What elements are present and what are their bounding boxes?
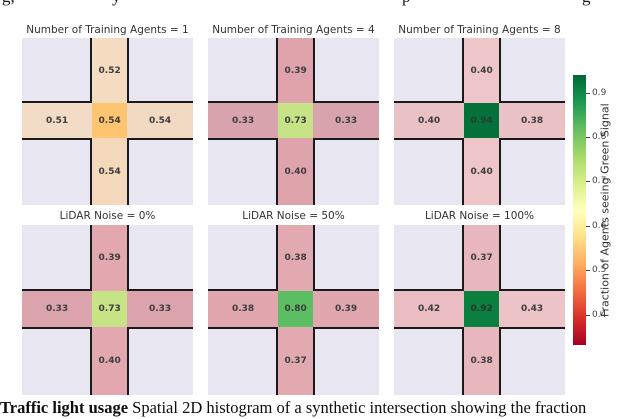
heatmap-cell-top: 0.52 bbox=[92, 38, 128, 104]
heatmap-cell-top: 0.38 bbox=[278, 225, 314, 292]
heatmap-cell-top: 0.39 bbox=[92, 225, 128, 292]
corner-cell bbox=[22, 38, 93, 104]
heatmap-cell-bottom: 0.40 bbox=[464, 138, 500, 205]
subplot-title: LiDAR Noise = 100% bbox=[424, 210, 535, 222]
heatmap-cell-center: 0.92 bbox=[464, 291, 500, 327]
heatmap-cell-left: 0.42 bbox=[394, 291, 465, 327]
cropped-text-line: g, y p g bbox=[0, 0, 640, 9]
corner-cell bbox=[394, 326, 465, 395]
subplot-lidar-noise-50: LiDAR Noise = 50% 0.38 0.38 0.80 0.39 0.… bbox=[208, 209, 379, 395]
corner-cell bbox=[208, 138, 279, 205]
intersection-heatmap: 0.38 0.38 0.80 0.39 0.37 bbox=[208, 225, 379, 395]
heatmap-cell-left: 0.38 bbox=[208, 291, 279, 327]
corner-cell bbox=[499, 326, 565, 395]
caption-text: Spatial 2D histogram of a synthetic inte… bbox=[128, 398, 587, 417]
heatmap-cell-left: 0.33 bbox=[22, 291, 93, 327]
heatmap-cell-center: 0.73 bbox=[92, 291, 128, 327]
subplot-training-agents-1: Number of Training Agents = 1 0.52 0.51 … bbox=[22, 23, 193, 205]
corner-cell bbox=[394, 225, 465, 292]
cropped-glyph: y bbox=[112, 0, 121, 7]
colorbar-tick: 0.5 bbox=[586, 265, 606, 275]
corner-cell bbox=[499, 225, 565, 292]
colorbar-ticks: 0.9 0.8 0.7 0.6 0.5 0.4 bbox=[586, 75, 616, 345]
corner-cell bbox=[22, 138, 93, 205]
colorbar-tick: 0.4 bbox=[586, 310, 606, 320]
heatmap-cell-bottom: 0.37 bbox=[278, 326, 314, 395]
subplot-title: Number of Training Agents = 1 bbox=[26, 24, 189, 36]
corner-cell bbox=[499, 38, 565, 104]
figure-caption: Traffic light usage Spatial 2D histogram… bbox=[0, 398, 640, 419]
corner-cell bbox=[394, 38, 465, 104]
heatmap-cell-center: 0.94 bbox=[464, 103, 500, 139]
intersection-heatmap: 0.39 0.33 0.73 0.33 0.40 bbox=[22, 225, 193, 395]
heatmap-cell-right: 0.39 bbox=[313, 291, 379, 327]
corner-cell bbox=[127, 138, 193, 205]
corner-cell bbox=[394, 138, 465, 205]
heatmap-cell-center: 0.80 bbox=[278, 291, 314, 327]
subplot-title: Number of Training Agents = 8 bbox=[398, 24, 561, 36]
corner-cell bbox=[208, 225, 279, 292]
corner-cell bbox=[127, 225, 193, 292]
corner-cell bbox=[313, 326, 379, 395]
corner-cell bbox=[313, 138, 379, 205]
heatmap-cell-right: 0.33 bbox=[313, 103, 379, 139]
heatmap-cell-center: 0.54 bbox=[92, 103, 128, 139]
corner-cell bbox=[208, 38, 279, 104]
cropped-glyph: p bbox=[402, 0, 411, 7]
heatmap-cell-left: 0.33 bbox=[208, 103, 279, 139]
colorbar-gradient bbox=[573, 75, 586, 345]
heatmap-cell-bottom: 0.40 bbox=[278, 138, 314, 205]
colorbar-label: Fraction of Agents seeing Green Signal bbox=[598, 103, 612, 317]
intersection-heatmap: 0.40 0.40 0.94 0.38 0.40 bbox=[394, 38, 565, 205]
corner-cell bbox=[499, 138, 565, 205]
corner-cell bbox=[22, 326, 93, 395]
subplot-lidar-noise-0: LiDAR Noise = 0% 0.39 0.33 0.73 0.33 0.4… bbox=[22, 209, 193, 395]
intersection-heatmap: 0.39 0.33 0.73 0.33 0.40 bbox=[208, 38, 379, 205]
heatmap-cell-top: 0.37 bbox=[464, 225, 500, 292]
heatmap-cell-left: 0.51 bbox=[22, 103, 93, 139]
intersection-heatmap: 0.37 0.42 0.92 0.43 0.38 bbox=[394, 225, 565, 395]
subplot-training-agents-8: Number of Training Agents = 8 0.40 0.40 … bbox=[394, 23, 565, 205]
cropped-glyph: g, bbox=[2, 0, 15, 7]
colorbar-tick: 0.8 bbox=[586, 132, 606, 142]
corner-cell bbox=[208, 326, 279, 395]
cropped-glyph: g bbox=[582, 0, 591, 7]
heatmap-cell-center: 0.73 bbox=[278, 103, 314, 139]
heatmap-cell-bottom: 0.38 bbox=[464, 326, 500, 395]
corner-cell bbox=[127, 326, 193, 395]
heatmap-cell-bottom: 0.54 bbox=[92, 138, 128, 205]
corner-cell bbox=[127, 38, 193, 104]
heatmap-cell-top: 0.39 bbox=[278, 38, 314, 104]
heatmap-cell-right: 0.33 bbox=[127, 291, 193, 327]
heatmap-cell-top: 0.40 bbox=[464, 38, 500, 104]
corner-cell bbox=[313, 225, 379, 292]
corner-cell bbox=[22, 225, 93, 292]
heatmap-cell-bottom: 0.40 bbox=[92, 326, 128, 395]
subplot-title: LiDAR Noise = 50% bbox=[242, 210, 345, 222]
subplot-title: LiDAR Noise = 0% bbox=[59, 210, 156, 222]
heatmap-cell-right: 0.43 bbox=[499, 291, 565, 327]
subplot-lidar-noise-100: LiDAR Noise = 100% 0.37 0.42 0.92 0.43 0… bbox=[394, 209, 565, 395]
subplot-training-agents-4: Number of Training Agents = 4 0.39 0.33 … bbox=[208, 23, 379, 205]
caption-bold-lead: Traffic light usage bbox=[0, 398, 129, 417]
colorbar-tick: 0.6 bbox=[586, 221, 606, 231]
intersection-heatmap: 0.52 0.51 0.54 0.54 0.54 bbox=[22, 38, 193, 205]
heatmap-cell-right: 0.38 bbox=[499, 103, 565, 139]
heatmap-cell-right: 0.54 bbox=[127, 103, 193, 139]
corner-cell bbox=[313, 38, 379, 104]
colorbar-tick: 0.7 bbox=[586, 176, 606, 186]
subplot-title: Number of Training Agents = 4 bbox=[212, 24, 375, 36]
colorbar-tick: 0.9 bbox=[586, 88, 606, 98]
heatmap-cell-left: 0.40 bbox=[394, 103, 465, 139]
